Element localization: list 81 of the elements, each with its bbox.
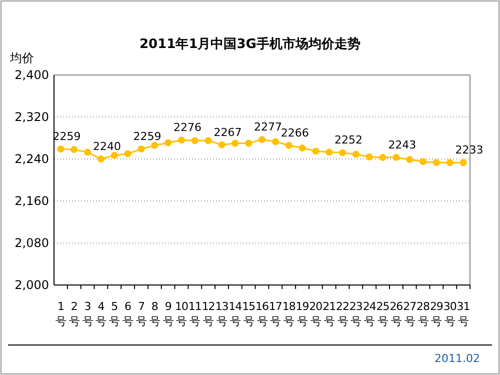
x-tick-label: 8号	[149, 300, 160, 328]
data-label: 2233	[455, 144, 484, 157]
point	[245, 140, 252, 147]
x-tick-label: 18号	[282, 300, 296, 328]
point	[272, 138, 279, 146]
y-tick-label: 2,240	[14, 152, 49, 166]
point	[218, 141, 226, 148]
point	[84, 148, 92, 156]
point	[326, 148, 333, 156]
x-tick-label: 5号	[109, 300, 120, 328]
point	[232, 140, 239, 147]
x-tick-label: 12号	[202, 300, 215, 328]
y-axis-title: 均价	[9, 51, 34, 65]
y-tick-label: 2,000	[14, 278, 49, 292]
point	[151, 142, 158, 149]
y-tick-label: 2,160	[14, 194, 49, 208]
x-tick-label: 15号	[242, 300, 256, 328]
x-tick-label: 13号	[215, 300, 229, 328]
x-tick-label: 27号	[403, 300, 417, 328]
point	[446, 159, 454, 166]
y-tick-label: 2,080	[14, 236, 49, 250]
point	[406, 156, 414, 164]
point	[178, 136, 185, 144]
point	[352, 150, 360, 158]
point	[191, 137, 198, 144]
point	[258, 136, 266, 144]
chart-title: 2011年1月中国3G手机市场均价走势	[140, 36, 360, 52]
data-label: 2266	[280, 126, 309, 140]
x-tick-label: 6号	[122, 300, 134, 328]
point	[366, 153, 373, 160]
point	[57, 146, 64, 153]
x-tick-label: 26号	[390, 300, 404, 328]
x-tick-label: 17号	[268, 300, 282, 328]
y-tick-label: 2,320	[14, 110, 49, 124]
x-tick-label: 7号	[136, 300, 147, 328]
x-tick-label: 19号	[296, 300, 310, 328]
point	[70, 146, 78, 154]
point	[298, 144, 306, 152]
x-tick-label: 29号	[430, 300, 444, 328]
data-label: 2259	[52, 130, 81, 144]
point	[432, 159, 440, 166]
x-tick-label: 16号	[256, 300, 269, 328]
point	[204, 137, 212, 144]
x-tick-label: 3号	[82, 300, 94, 328]
x-tick-label: 30号	[443, 300, 457, 328]
point	[392, 154, 400, 161]
data-label: 2240	[92, 140, 121, 153]
point	[379, 154, 386, 161]
point	[124, 150, 132, 158]
point	[97, 156, 104, 162]
x-tick-label: 2号	[68, 300, 80, 328]
x-tick-label: 11号	[188, 300, 202, 328]
x-tick-label: 4号	[96, 300, 107, 328]
point	[110, 152, 118, 159]
x-tick-label: 9号	[162, 300, 174, 328]
point	[460, 159, 467, 166]
point	[312, 148, 320, 155]
x-tick-label: 20号	[309, 300, 323, 328]
data-label: 2276	[173, 121, 202, 134]
x-tick-label: 10号	[174, 300, 188, 328]
x-tick-label: 1号	[55, 300, 66, 328]
x-tick-label: 21号	[322, 300, 336, 328]
point	[164, 139, 172, 146]
point	[285, 142, 292, 149]
x-tick-label: 22号	[336, 300, 350, 328]
text: 2011.02	[434, 352, 480, 365]
point	[339, 149, 346, 156]
data-label: 2267	[214, 126, 242, 139]
x-tick-label: 24号	[362, 300, 376, 328]
point	[138, 146, 145, 153]
data-label: 2277	[254, 120, 282, 134]
x-tick-label: 23号	[349, 300, 363, 328]
data-label: 2243	[388, 138, 416, 152]
data-label: 2252	[334, 134, 363, 147]
x-tick-label: 14号	[228, 300, 242, 328]
y-tick-label: 2,400	[14, 68, 49, 82]
data-label: 2259	[133, 130, 162, 144]
x-tick-label: 28号	[416, 300, 430, 328]
x-tick-label: 25号	[376, 300, 390, 328]
x-tick-label: 31号	[456, 300, 470, 328]
point	[420, 158, 427, 166]
